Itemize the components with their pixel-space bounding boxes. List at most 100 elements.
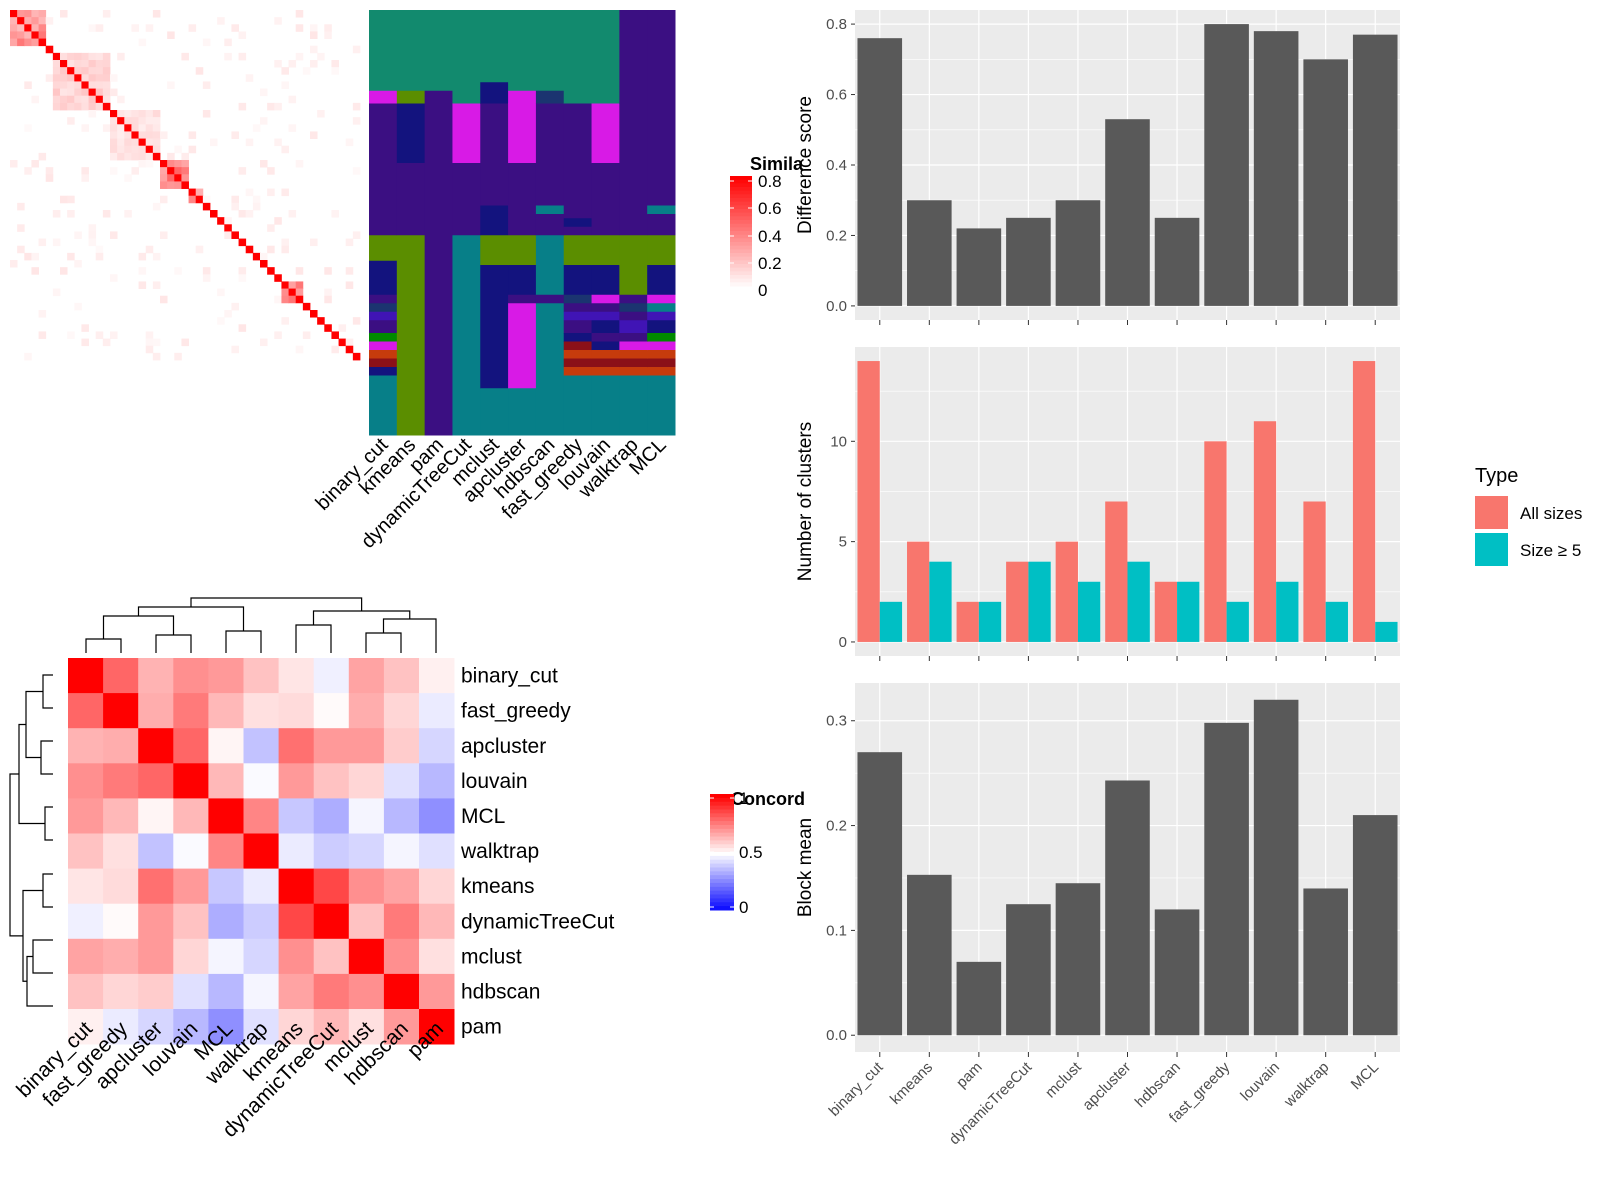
x-tick-label: apcluster xyxy=(1079,1059,1134,1114)
heatmap-cell xyxy=(81,95,89,104)
heatmap-cell xyxy=(310,238,318,247)
heatmap-cell xyxy=(88,224,97,232)
heatmap-cell xyxy=(295,281,304,289)
concordance-row-label: binary_cut xyxy=(461,665,558,688)
heatmap-cell xyxy=(160,131,168,139)
heatmap-cell xyxy=(188,188,197,197)
concordance-cell xyxy=(383,833,420,869)
membership-segment xyxy=(369,375,398,436)
concordance-cell xyxy=(173,763,209,799)
heatmap-cell xyxy=(231,302,239,311)
heatmap-cell xyxy=(110,88,118,97)
heatmap-cell xyxy=(210,138,218,147)
heatmap-cell xyxy=(231,195,239,204)
bar xyxy=(1154,581,1178,642)
bar xyxy=(1055,541,1078,642)
legend-gradient-step xyxy=(730,234,752,239)
heatmap-cell xyxy=(60,67,68,75)
concordance-cell xyxy=(103,973,139,1010)
concordance-cell xyxy=(348,938,385,975)
heatmap-cell xyxy=(181,174,189,182)
membership-segment xyxy=(535,303,565,436)
membership-segment xyxy=(619,10,648,104)
membership-segment xyxy=(619,333,648,342)
membership-segment xyxy=(563,375,593,436)
heatmap-cell xyxy=(67,195,75,204)
heatmap-cell xyxy=(24,124,32,132)
heatmap-cell xyxy=(267,167,275,175)
heatmap-cell xyxy=(74,260,82,268)
membership-segment xyxy=(591,333,620,342)
heatmap-cell xyxy=(345,267,354,275)
legend-gradient-step xyxy=(730,242,752,247)
concordance-dendrograms xyxy=(9,597,437,1007)
heatmap-cell xyxy=(331,345,339,354)
heatmap-cell xyxy=(45,74,54,82)
membership-segment xyxy=(480,265,509,389)
heatmap-cell xyxy=(181,152,189,161)
legend-gradient-step xyxy=(710,890,734,896)
membership-segment xyxy=(369,235,398,262)
concordance-cell xyxy=(348,833,385,869)
heatmap-cell xyxy=(260,252,268,261)
heatmap-cell xyxy=(217,217,225,225)
legend-gradient-step xyxy=(730,201,752,206)
membership-segment xyxy=(396,103,426,164)
concordance-cell xyxy=(383,938,420,975)
membership-segment xyxy=(591,375,620,436)
heatmap-cell xyxy=(138,145,147,154)
concordance-cell xyxy=(278,693,315,729)
heatmap-cell xyxy=(24,17,32,25)
heatmap-cell xyxy=(160,167,168,175)
heatmap-cell xyxy=(60,52,68,61)
dendrogram-branch xyxy=(295,624,332,653)
heatmap-cell xyxy=(10,10,18,18)
concordance-cell xyxy=(208,763,244,799)
heatmap-cell xyxy=(52,81,61,89)
membership-segment xyxy=(563,358,593,368)
heatmap-cell xyxy=(338,324,347,332)
heatmap-cell xyxy=(152,10,161,18)
heatmap-cell xyxy=(217,17,225,25)
heatmap-cell xyxy=(288,288,297,297)
concordance-cell xyxy=(419,1009,455,1045)
heatmap-cell xyxy=(281,295,289,304)
concordance-cell xyxy=(68,728,104,764)
membership-heatmap xyxy=(369,10,676,436)
heatmap-cell xyxy=(274,274,282,282)
legend-gradient-step xyxy=(730,264,752,269)
bar xyxy=(1105,780,1150,1036)
legend-gradient-step xyxy=(710,840,734,845)
membership-segment xyxy=(647,358,676,368)
heatmap-cell xyxy=(110,167,118,175)
membership-segment xyxy=(591,294,620,304)
heatmap-cell xyxy=(138,131,147,139)
heatmap-cell xyxy=(274,17,282,25)
heatmap-cell xyxy=(52,238,61,247)
heatmap-cell xyxy=(317,110,325,118)
heatmap-cell xyxy=(238,267,247,275)
concordance-cell xyxy=(208,973,244,1010)
legend-gradient-step xyxy=(710,871,734,876)
legend-gradient-step xyxy=(710,794,734,799)
heatmap-cell xyxy=(252,252,261,261)
heatmap-cell xyxy=(60,81,68,89)
heatmap-cell xyxy=(167,174,175,182)
membership-segment xyxy=(480,10,509,83)
concordance-cell xyxy=(173,868,209,905)
bar xyxy=(1177,581,1200,642)
heatmap-cell xyxy=(238,274,247,282)
heatmap-cell xyxy=(231,24,239,32)
membership-segment xyxy=(619,103,648,236)
heatmap-cell xyxy=(74,52,82,61)
heatmap-cell xyxy=(352,117,361,125)
concordance-cell xyxy=(419,903,455,940)
heatmap-cell xyxy=(117,124,125,132)
heatmap-cell xyxy=(74,60,82,68)
similarity-legend: Simila 0.8 0.6 0.4 0.2 0 xyxy=(730,154,804,300)
heatmap-cell xyxy=(217,317,225,325)
y-axis-title: Number of clusters xyxy=(795,422,816,581)
bar xyxy=(907,541,930,642)
heatmap-cell xyxy=(81,52,89,61)
